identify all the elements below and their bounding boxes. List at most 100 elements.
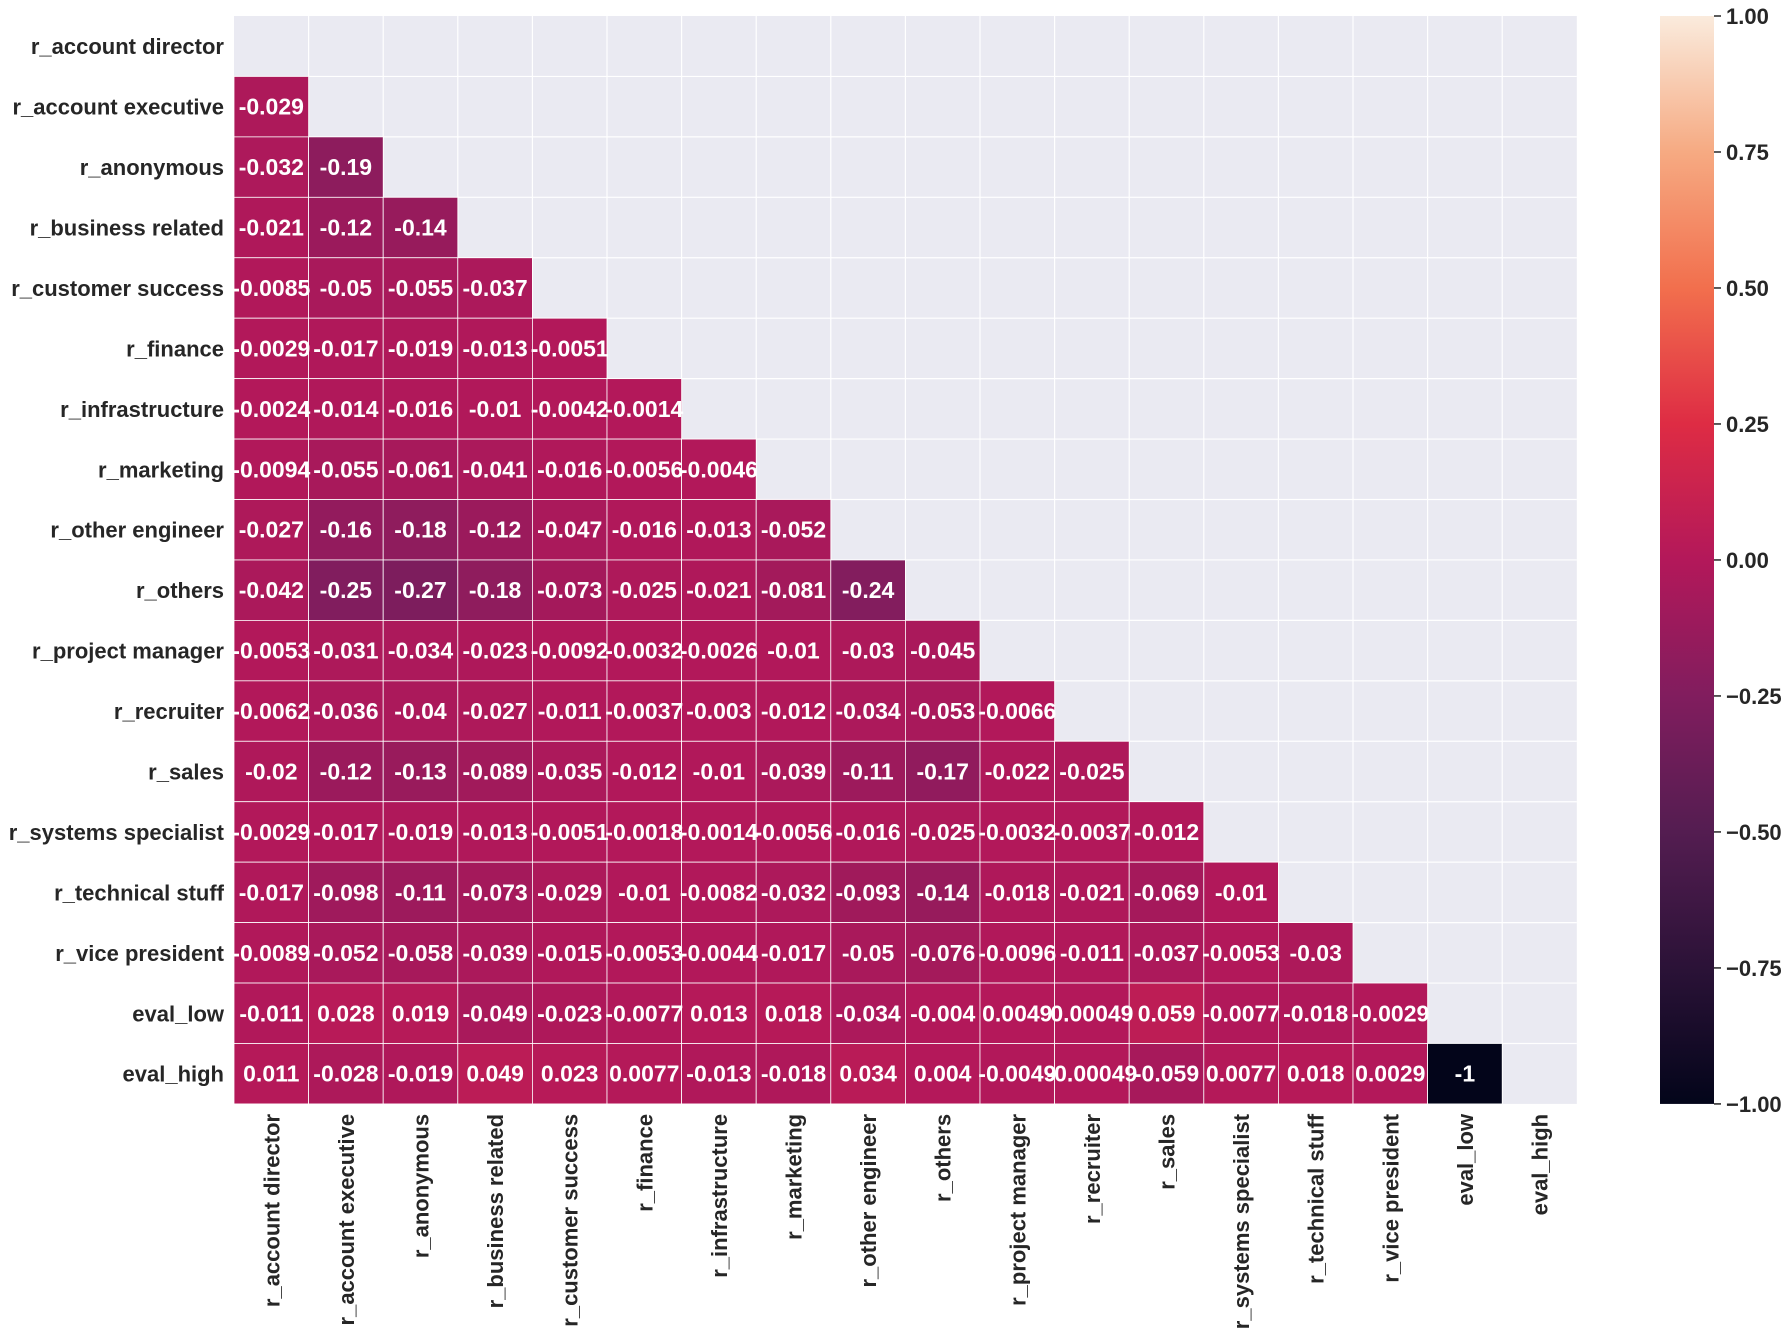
cell-value-label: 0.013 xyxy=(690,1000,748,1026)
column-label-r-account-executive: r_account executive xyxy=(334,1114,359,1326)
row-label-r-sales: r_sales xyxy=(148,760,224,785)
cell-value-label: -0.0053 xyxy=(605,940,683,966)
heatmap-cell xyxy=(755,1043,832,1105)
heatmap-cell xyxy=(382,317,459,380)
row-label-r-anonymous: r_anonymous xyxy=(80,155,224,180)
cell-value-label: -0.17 xyxy=(916,759,968,785)
cell-value-label: -0.03 xyxy=(1289,940,1341,966)
heatmap-cell xyxy=(308,499,384,561)
heatmap-cell xyxy=(979,740,1055,803)
heatmap-cell xyxy=(1203,922,1279,984)
cell-value-label: -0.0082 xyxy=(680,879,758,905)
row-label-r-account-director: r_account director xyxy=(31,34,225,59)
cell-value-label: -0.059 xyxy=(1134,1061,1199,1087)
cell-value-label: -0.073 xyxy=(537,577,602,603)
row-label-r-customer-success: r_customer success xyxy=(11,276,224,301)
column-label-r-business-related: r_business related xyxy=(483,1114,508,1308)
heatmap-cell xyxy=(308,317,384,380)
cell-value-label: -0.029 xyxy=(537,879,602,905)
heatmap-cell xyxy=(532,1043,608,1105)
colorbar-tick-label: 1.00 xyxy=(1726,4,1769,29)
cell-value-label: -0.027 xyxy=(239,517,304,543)
row-tick-labels: r_account director r_account executive r_a… xyxy=(9,34,225,1086)
cell-value-label: -0.0026 xyxy=(680,638,758,664)
heatmap-cell xyxy=(681,499,757,561)
heatmap-cell xyxy=(233,922,309,984)
heatmap-cell xyxy=(905,1043,981,1105)
cell-value-label: -0.032 xyxy=(239,154,304,180)
cell-value-label: 0.018 xyxy=(765,1000,823,1026)
cell-value-label: -0.069 xyxy=(1134,879,1199,905)
heatmap-cell xyxy=(233,196,309,259)
heatmap-cell xyxy=(233,620,309,682)
cell-value-label: -0.034 xyxy=(835,698,900,724)
row-label-r-business-related: r_business related xyxy=(30,216,224,241)
heatmap-cell xyxy=(532,559,608,621)
heatmap-cell xyxy=(755,982,832,1044)
colorbar-tick-label: −0.75 xyxy=(1726,956,1782,981)
cell-value-label: -0.055 xyxy=(388,275,453,301)
heatmap-cell xyxy=(755,861,832,923)
cell-value-label: -0.01 xyxy=(767,638,820,664)
colorbar-gradient xyxy=(1660,16,1714,1104)
cell-value-label: -0.27 xyxy=(394,577,446,603)
cell-value-label: -0.055 xyxy=(313,456,378,482)
column-label-r-systems-specialist: r_systems specialist xyxy=(1229,1113,1254,1329)
row-label-r-recruiter: r_recruiter xyxy=(114,699,225,724)
heatmap-cell xyxy=(233,76,309,138)
cell-value-label: -0.025 xyxy=(1059,759,1124,785)
cell-value-label: -0.035 xyxy=(537,759,602,785)
heatmap-cell xyxy=(979,680,1055,742)
heatmap-cell xyxy=(457,257,533,319)
cell-value-label: 0.028 xyxy=(317,1000,375,1026)
cell-value-label: -0.025 xyxy=(612,577,677,603)
cell-value-label: -0.0066 xyxy=(978,698,1056,724)
cell-value-label: -0.05 xyxy=(842,940,895,966)
cell-value-label: -0.0077 xyxy=(605,1000,683,1026)
heatmap-cell xyxy=(532,317,608,380)
row-label-r-finance: r_finance xyxy=(126,336,224,361)
colorbar-tick-label: −0.50 xyxy=(1726,820,1782,845)
cell-value-label: -0.0046 xyxy=(680,456,758,482)
column-label-r-marketing: r_marketing xyxy=(782,1114,807,1240)
heatmap-cell xyxy=(233,559,309,621)
cell-value-label: -0.0029 xyxy=(232,819,310,845)
heatmap-cell xyxy=(755,740,832,803)
cell-value-label: -0.081 xyxy=(761,577,826,603)
row-label-r-project-manager: r_project manager xyxy=(32,639,224,664)
heatmap-cell xyxy=(457,559,533,621)
cell-value-label: -0.0014 xyxy=(605,396,683,422)
cell-value-label: -0.01 xyxy=(693,759,746,785)
heatmap-cell xyxy=(606,922,682,984)
cell-value-label: -0.015 xyxy=(537,940,602,966)
heatmap-cell xyxy=(830,620,906,682)
heatmap-cell xyxy=(532,801,608,863)
column-label-r-account-director: r_account director xyxy=(259,1113,284,1307)
cell-value-label: -0.16 xyxy=(320,517,372,543)
heatmap-cell xyxy=(905,680,981,742)
cell-value-label: -0.013 xyxy=(462,335,527,361)
column-label-r-infrastructure: r_infrastructure xyxy=(707,1114,732,1278)
heatmap-cell xyxy=(382,1043,459,1105)
cell-value-label: -0.0094 xyxy=(232,456,310,482)
cell-value-label: -0.041 xyxy=(462,456,527,482)
cell-value-label: -0.093 xyxy=(835,879,900,905)
heatmap-cell xyxy=(755,680,832,742)
row-label-r-others: r_others xyxy=(136,578,224,603)
cell-value-label: -0.02 xyxy=(245,759,297,785)
heatmap-cell xyxy=(1203,861,1279,923)
cell-value-label: -0.11 xyxy=(843,759,894,785)
cell-value-label: -0.0042 xyxy=(531,396,609,422)
heatmap-cell xyxy=(979,861,1055,923)
heatmap-cell xyxy=(457,861,533,923)
heatmap-cell xyxy=(1278,1043,1354,1105)
cell-value-label: -0.14 xyxy=(916,879,969,905)
heatmap-cell xyxy=(382,620,459,682)
column-label-eval-high: eval_high xyxy=(1528,1114,1553,1215)
cell-value-label: -0.0029 xyxy=(1351,1000,1429,1026)
heatmap-cell xyxy=(233,499,309,561)
cell-value-label: -0.013 xyxy=(686,1061,751,1087)
cell-value-label: -0.017 xyxy=(239,879,304,905)
cell-value-label: -0.00049 xyxy=(1046,1061,1137,1087)
cell-value-label: -0.011 xyxy=(1060,940,1124,966)
